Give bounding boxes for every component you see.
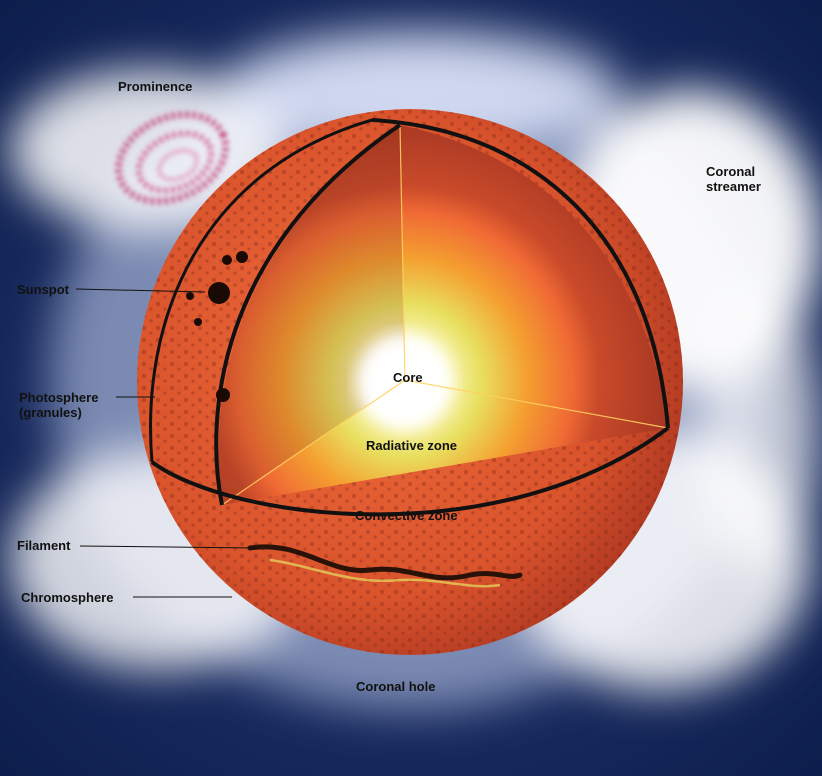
label-core: Core [393,370,423,385]
filament-band [247,544,523,581]
chromosphere-boundary [150,426,670,517]
label-sunspot: Sunspot [17,282,69,297]
label-coronal-hole: Coronal hole [356,679,436,694]
label-photosphere: Photosphere (granules) [19,390,99,420]
sunspot-leader [75,288,206,293]
label-convective-zone: Convective zone [355,508,458,523]
core-glow [357,334,453,430]
label-coronal-streamer: Coronal streamer [706,164,761,194]
cutaway-edges [221,124,669,506]
cutaway-interior [218,125,668,505]
label-chromosphere: Chromosphere [21,590,114,605]
sunspots [186,251,248,402]
label-prominence: Prominence [118,79,193,94]
label-filament: Filament [17,538,71,553]
filament-leader [79,545,259,549]
photosphere-boundary [214,123,402,506]
prominence-loop [115,111,229,205]
label-radiative-zone: Radiative zone [366,438,458,453]
